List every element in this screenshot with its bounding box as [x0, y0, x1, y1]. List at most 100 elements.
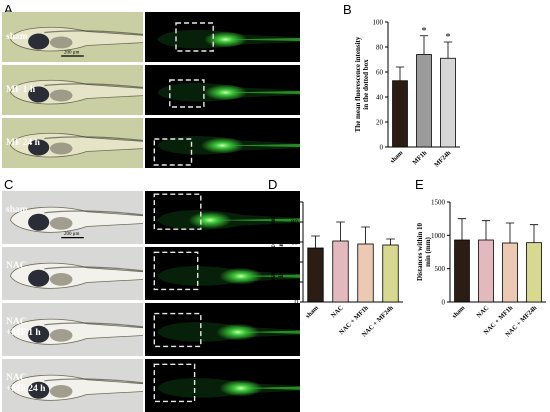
fluorescence-image [145, 65, 300, 115]
panel-letter-b: B [343, 2, 352, 17]
fluorescence-signal [216, 323, 260, 341]
fluorescence-image [145, 12, 300, 62]
y-tick-label: 0 [295, 299, 299, 307]
larva-eye [28, 381, 50, 399]
bar [502, 242, 518, 303]
larva-shape [10, 26, 143, 52]
fluorescent-tail [238, 330, 300, 334]
fluorescence-image [145, 118, 300, 168]
panel-e-bar-chart: 0 500 1000 1500 Distances within 10min (mm) s… [416, 199, 546, 339]
larva-shape [10, 206, 143, 233]
x-tick-label: sham [451, 304, 467, 320]
larva-eye [28, 139, 50, 156]
error-bar [419, 35, 429, 55]
row-label: MF 24 h [6, 138, 40, 148]
bright-field-image: 200 μm [2, 12, 143, 62]
larva-shape [10, 132, 143, 158]
bright-field-image [2, 65, 143, 115]
y-tick-label: 20 [376, 119, 384, 127]
error-bar [443, 41, 453, 59]
bar [332, 240, 349, 303]
scale-bar-label: 200 μm [64, 51, 79, 56]
dotted-region-box [169, 79, 205, 108]
larva-eye [28, 325, 50, 343]
bar [382, 244, 399, 303]
y-tick-label: 1000 [431, 232, 446, 240]
fluorescent-tail [241, 274, 300, 278]
dotted-region-box [153, 193, 202, 230]
x-tick-label: sham [304, 304, 320, 320]
dotted-region-box [175, 22, 214, 52]
fluorescent-tail [210, 218, 300, 222]
y-tick-label: 1500 [431, 199, 446, 207]
x-tick-label: MF24h [433, 149, 453, 169]
y-axis-label: The mean fluorescence intensityin the do… [269, 204, 285, 300]
bar [416, 54, 432, 148]
larva-eye [28, 33, 50, 50]
y-axis-label: Distances within 10min (mm) [416, 223, 432, 281]
row-label: NAC [6, 261, 27, 271]
significance-marker: * [446, 32, 451, 43]
bright-field-image [2, 303, 143, 356]
fluorescent-tail [225, 91, 300, 94]
larva-shape [10, 318, 143, 345]
x-tick-label: MF1h [411, 149, 428, 166]
x-tick-label: NAC [475, 304, 490, 319]
larva-shape [10, 262, 143, 289]
error-bar [481, 220, 491, 240]
bar [392, 80, 408, 148]
y-tick-label: 60 [376, 69, 384, 77]
bright-field-image [2, 247, 143, 300]
panel-letter-c: C [4, 177, 14, 192]
row-label: MF 1 h [6, 85, 36, 95]
y-tick-label: 40 [291, 259, 299, 267]
row-label: sham [6, 32, 28, 42]
bar [478, 239, 494, 303]
y-tick-label: 20 [291, 279, 299, 287]
significance-marker: * [422, 26, 427, 37]
dotted-region-box [153, 138, 193, 166]
fluorescence-signal [219, 379, 263, 397]
bright-field-image: 200 μm [2, 191, 143, 244]
y-tick-label: 80 [291, 219, 299, 227]
fluorescent-tail [225, 38, 300, 41]
fluorescent-tail [241, 386, 300, 390]
larva-eye [28, 213, 50, 231]
error-bar [336, 221, 345, 241]
bar [526, 242, 542, 303]
x-tick-label: NAC [330, 304, 345, 319]
error-bar [529, 224, 539, 243]
bar [440, 57, 456, 148]
error-bar [505, 222, 515, 243]
panel-letter-d: D [268, 177, 278, 192]
error-bar [361, 226, 370, 244]
row-label: sham [6, 205, 28, 215]
bar [357, 243, 374, 303]
panel-letter-a: A [4, 2, 13, 17]
bright-field-image [2, 118, 143, 168]
y-tick-label: 80 [376, 44, 384, 52]
error-bar [395, 66, 405, 81]
y-tick-label: 40 [376, 94, 384, 102]
fluorescence-image [145, 359, 300, 412]
y-tick-label: 0 [380, 144, 384, 152]
bar [454, 239, 470, 303]
fluorescence-image [145, 247, 300, 300]
y-tick-label: 100 [373, 19, 384, 27]
error-bar [457, 218, 467, 240]
error-bar [311, 235, 320, 248]
larva-shape [10, 79, 143, 105]
y-axis-label: The mean fluorescence intensityin the do… [354, 36, 370, 132]
fluorescent-tail [222, 144, 300, 147]
larva-shape [10, 374, 143, 401]
panel-b-bar-chart: 0 20 40 60 80 100 The mean fluorescence intens… [354, 19, 460, 169]
bar [307, 247, 324, 303]
larva-eye [28, 86, 50, 103]
x-tick-label: sham [389, 149, 405, 165]
fluorescence-signal [188, 211, 232, 229]
panel-letter-e: E [415, 177, 424, 192]
dotted-region-box [153, 363, 196, 403]
fluorescence-signal [219, 267, 263, 285]
y-tick-label: 500 [435, 265, 446, 273]
